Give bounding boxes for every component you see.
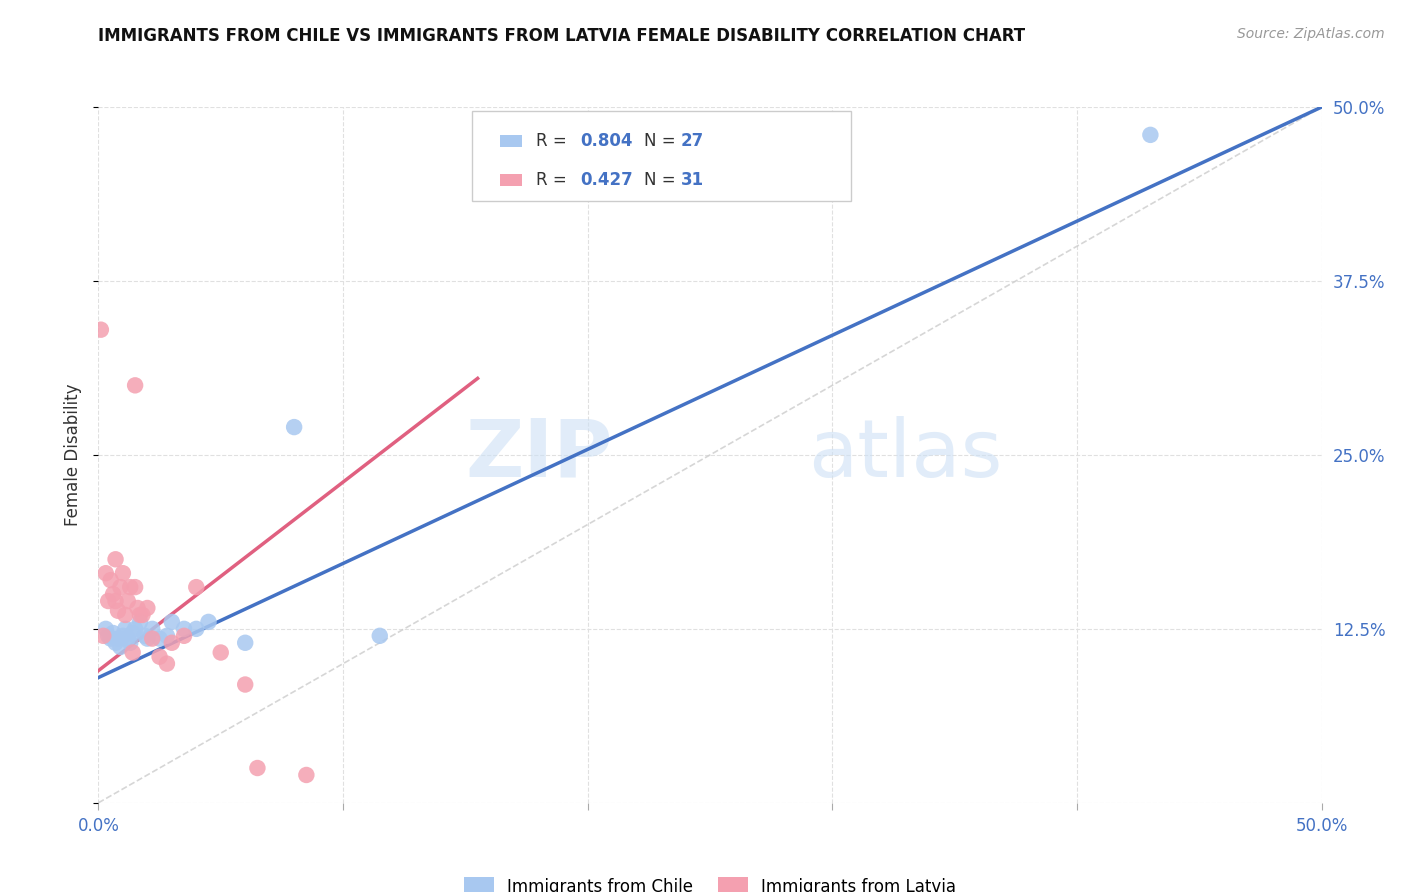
- Point: [91, 629, 114, 643]
- Point: [110, 640, 132, 654]
- Point: [156, 657, 179, 671]
- Point: [94, 622, 117, 636]
- Point: [136, 601, 159, 615]
- Point: [368, 629, 391, 643]
- Point: [121, 646, 143, 660]
- Point: [124, 378, 146, 392]
- Point: [120, 580, 142, 594]
- Point: [136, 632, 159, 646]
- Text: N =: N =: [644, 171, 681, 189]
- Point: [124, 622, 146, 636]
- Point: [121, 626, 143, 640]
- Point: [160, 636, 183, 650]
- Point: [101, 587, 124, 601]
- Point: [160, 615, 183, 629]
- Point: [149, 632, 172, 646]
- Point: [117, 594, 139, 608]
- Point: [156, 629, 179, 643]
- Text: 0.804: 0.804: [581, 132, 633, 150]
- Point: [127, 601, 149, 615]
- Text: atlas: atlas: [808, 416, 1002, 494]
- Point: [117, 632, 139, 646]
- Point: [107, 632, 129, 646]
- Point: [120, 636, 142, 650]
- Point: [114, 607, 136, 622]
- Text: Source: ZipAtlas.com: Source: ZipAtlas.com: [1237, 27, 1385, 41]
- Point: [295, 768, 318, 782]
- Point: [124, 580, 146, 594]
- Point: [197, 615, 219, 629]
- Point: [97, 594, 120, 608]
- Point: [186, 580, 208, 594]
- Point: [107, 604, 129, 618]
- Text: R =: R =: [536, 132, 572, 150]
- Point: [134, 629, 156, 643]
- Point: [233, 677, 256, 691]
- Point: [97, 629, 120, 643]
- Bar: [499, 174, 522, 186]
- Point: [104, 594, 127, 608]
- Text: N =: N =: [644, 132, 681, 150]
- Point: [149, 649, 172, 664]
- Point: [114, 622, 136, 636]
- Point: [283, 420, 305, 434]
- Point: [131, 607, 153, 622]
- Point: [101, 626, 124, 640]
- Point: [186, 622, 208, 636]
- Point: [173, 622, 195, 636]
- Point: [111, 629, 134, 643]
- Point: [246, 761, 269, 775]
- Text: 31: 31: [681, 171, 704, 189]
- Point: [90, 323, 112, 337]
- Text: ZIP: ZIP: [465, 416, 612, 494]
- Point: [104, 636, 127, 650]
- Point: [233, 636, 256, 650]
- Text: 0.427: 0.427: [581, 171, 633, 189]
- Text: IMMIGRANTS FROM CHILE VS IMMIGRANTS FROM LATVIA FEMALE DISABILITY CORRELATION CH: IMMIGRANTS FROM CHILE VS IMMIGRANTS FROM…: [98, 27, 1025, 45]
- Text: 27: 27: [681, 132, 704, 150]
- Point: [104, 552, 127, 566]
- Point: [209, 646, 232, 660]
- Point: [129, 607, 152, 622]
- Legend: Immigrants from Chile, Immigrants from Latvia: Immigrants from Chile, Immigrants from L…: [457, 871, 963, 892]
- Point: [100, 632, 122, 646]
- Point: [1139, 128, 1161, 142]
- Point: [111, 566, 134, 581]
- Point: [141, 632, 163, 646]
- Point: [173, 629, 195, 643]
- Point: [110, 580, 132, 594]
- Y-axis label: Female Disability: Female Disability: [65, 384, 83, 526]
- FancyBboxPatch shape: [471, 111, 851, 201]
- Text: R =: R =: [536, 171, 572, 189]
- Point: [94, 566, 117, 581]
- Point: [141, 622, 163, 636]
- Point: [100, 573, 122, 587]
- Point: [129, 615, 152, 629]
- Bar: [499, 135, 522, 147]
